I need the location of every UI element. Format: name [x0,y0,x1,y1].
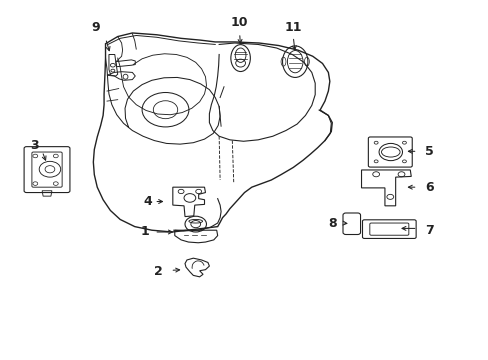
Text: 6: 6 [425,181,433,194]
Text: 11: 11 [284,21,302,34]
Text: 5: 5 [425,145,433,158]
Text: 4: 4 [143,195,152,208]
Text: 1: 1 [140,225,149,238]
Text: 2: 2 [154,265,162,278]
Text: 7: 7 [425,224,433,237]
Text: 3: 3 [30,139,39,152]
Text: 8: 8 [327,217,336,230]
Text: 10: 10 [230,16,248,29]
Text: 9: 9 [91,21,100,34]
